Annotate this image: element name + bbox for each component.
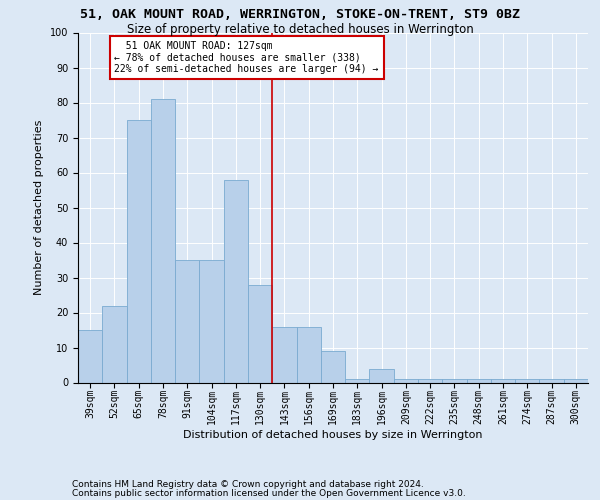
X-axis label: Distribution of detached houses by size in Werrington: Distribution of detached houses by size … bbox=[183, 430, 483, 440]
Bar bbox=[321, 351, 345, 382]
Bar bbox=[224, 180, 248, 382]
Text: Size of property relative to detached houses in Werrington: Size of property relative to detached ho… bbox=[127, 22, 473, 36]
Bar bbox=[151, 99, 175, 382]
Bar bbox=[467, 379, 491, 382]
Bar bbox=[539, 379, 564, 382]
Bar bbox=[418, 379, 442, 382]
Bar bbox=[248, 284, 272, 382]
Bar bbox=[296, 326, 321, 382]
Bar bbox=[127, 120, 151, 382]
Bar bbox=[272, 326, 296, 382]
Y-axis label: Number of detached properties: Number of detached properties bbox=[34, 120, 44, 295]
Bar bbox=[78, 330, 102, 382]
Text: Contains public sector information licensed under the Open Government Licence v3: Contains public sector information licen… bbox=[72, 488, 466, 498]
Text: Contains HM Land Registry data © Crown copyright and database right 2024.: Contains HM Land Registry data © Crown c… bbox=[72, 480, 424, 489]
Text: 51, OAK MOUNT ROAD, WERRINGTON, STOKE-ON-TRENT, ST9 0BZ: 51, OAK MOUNT ROAD, WERRINGTON, STOKE-ON… bbox=[80, 8, 520, 20]
Bar bbox=[394, 379, 418, 382]
Bar bbox=[175, 260, 199, 382]
Bar bbox=[199, 260, 224, 382]
Text: 51 OAK MOUNT ROAD: 127sqm
← 78% of detached houses are smaller (338)
22% of semi: 51 OAK MOUNT ROAD: 127sqm ← 78% of detac… bbox=[115, 42, 379, 74]
Bar bbox=[564, 379, 588, 382]
Bar bbox=[345, 379, 370, 382]
Bar bbox=[515, 379, 539, 382]
Bar bbox=[491, 379, 515, 382]
Bar bbox=[102, 306, 127, 382]
Bar bbox=[370, 368, 394, 382]
Bar bbox=[442, 379, 467, 382]
